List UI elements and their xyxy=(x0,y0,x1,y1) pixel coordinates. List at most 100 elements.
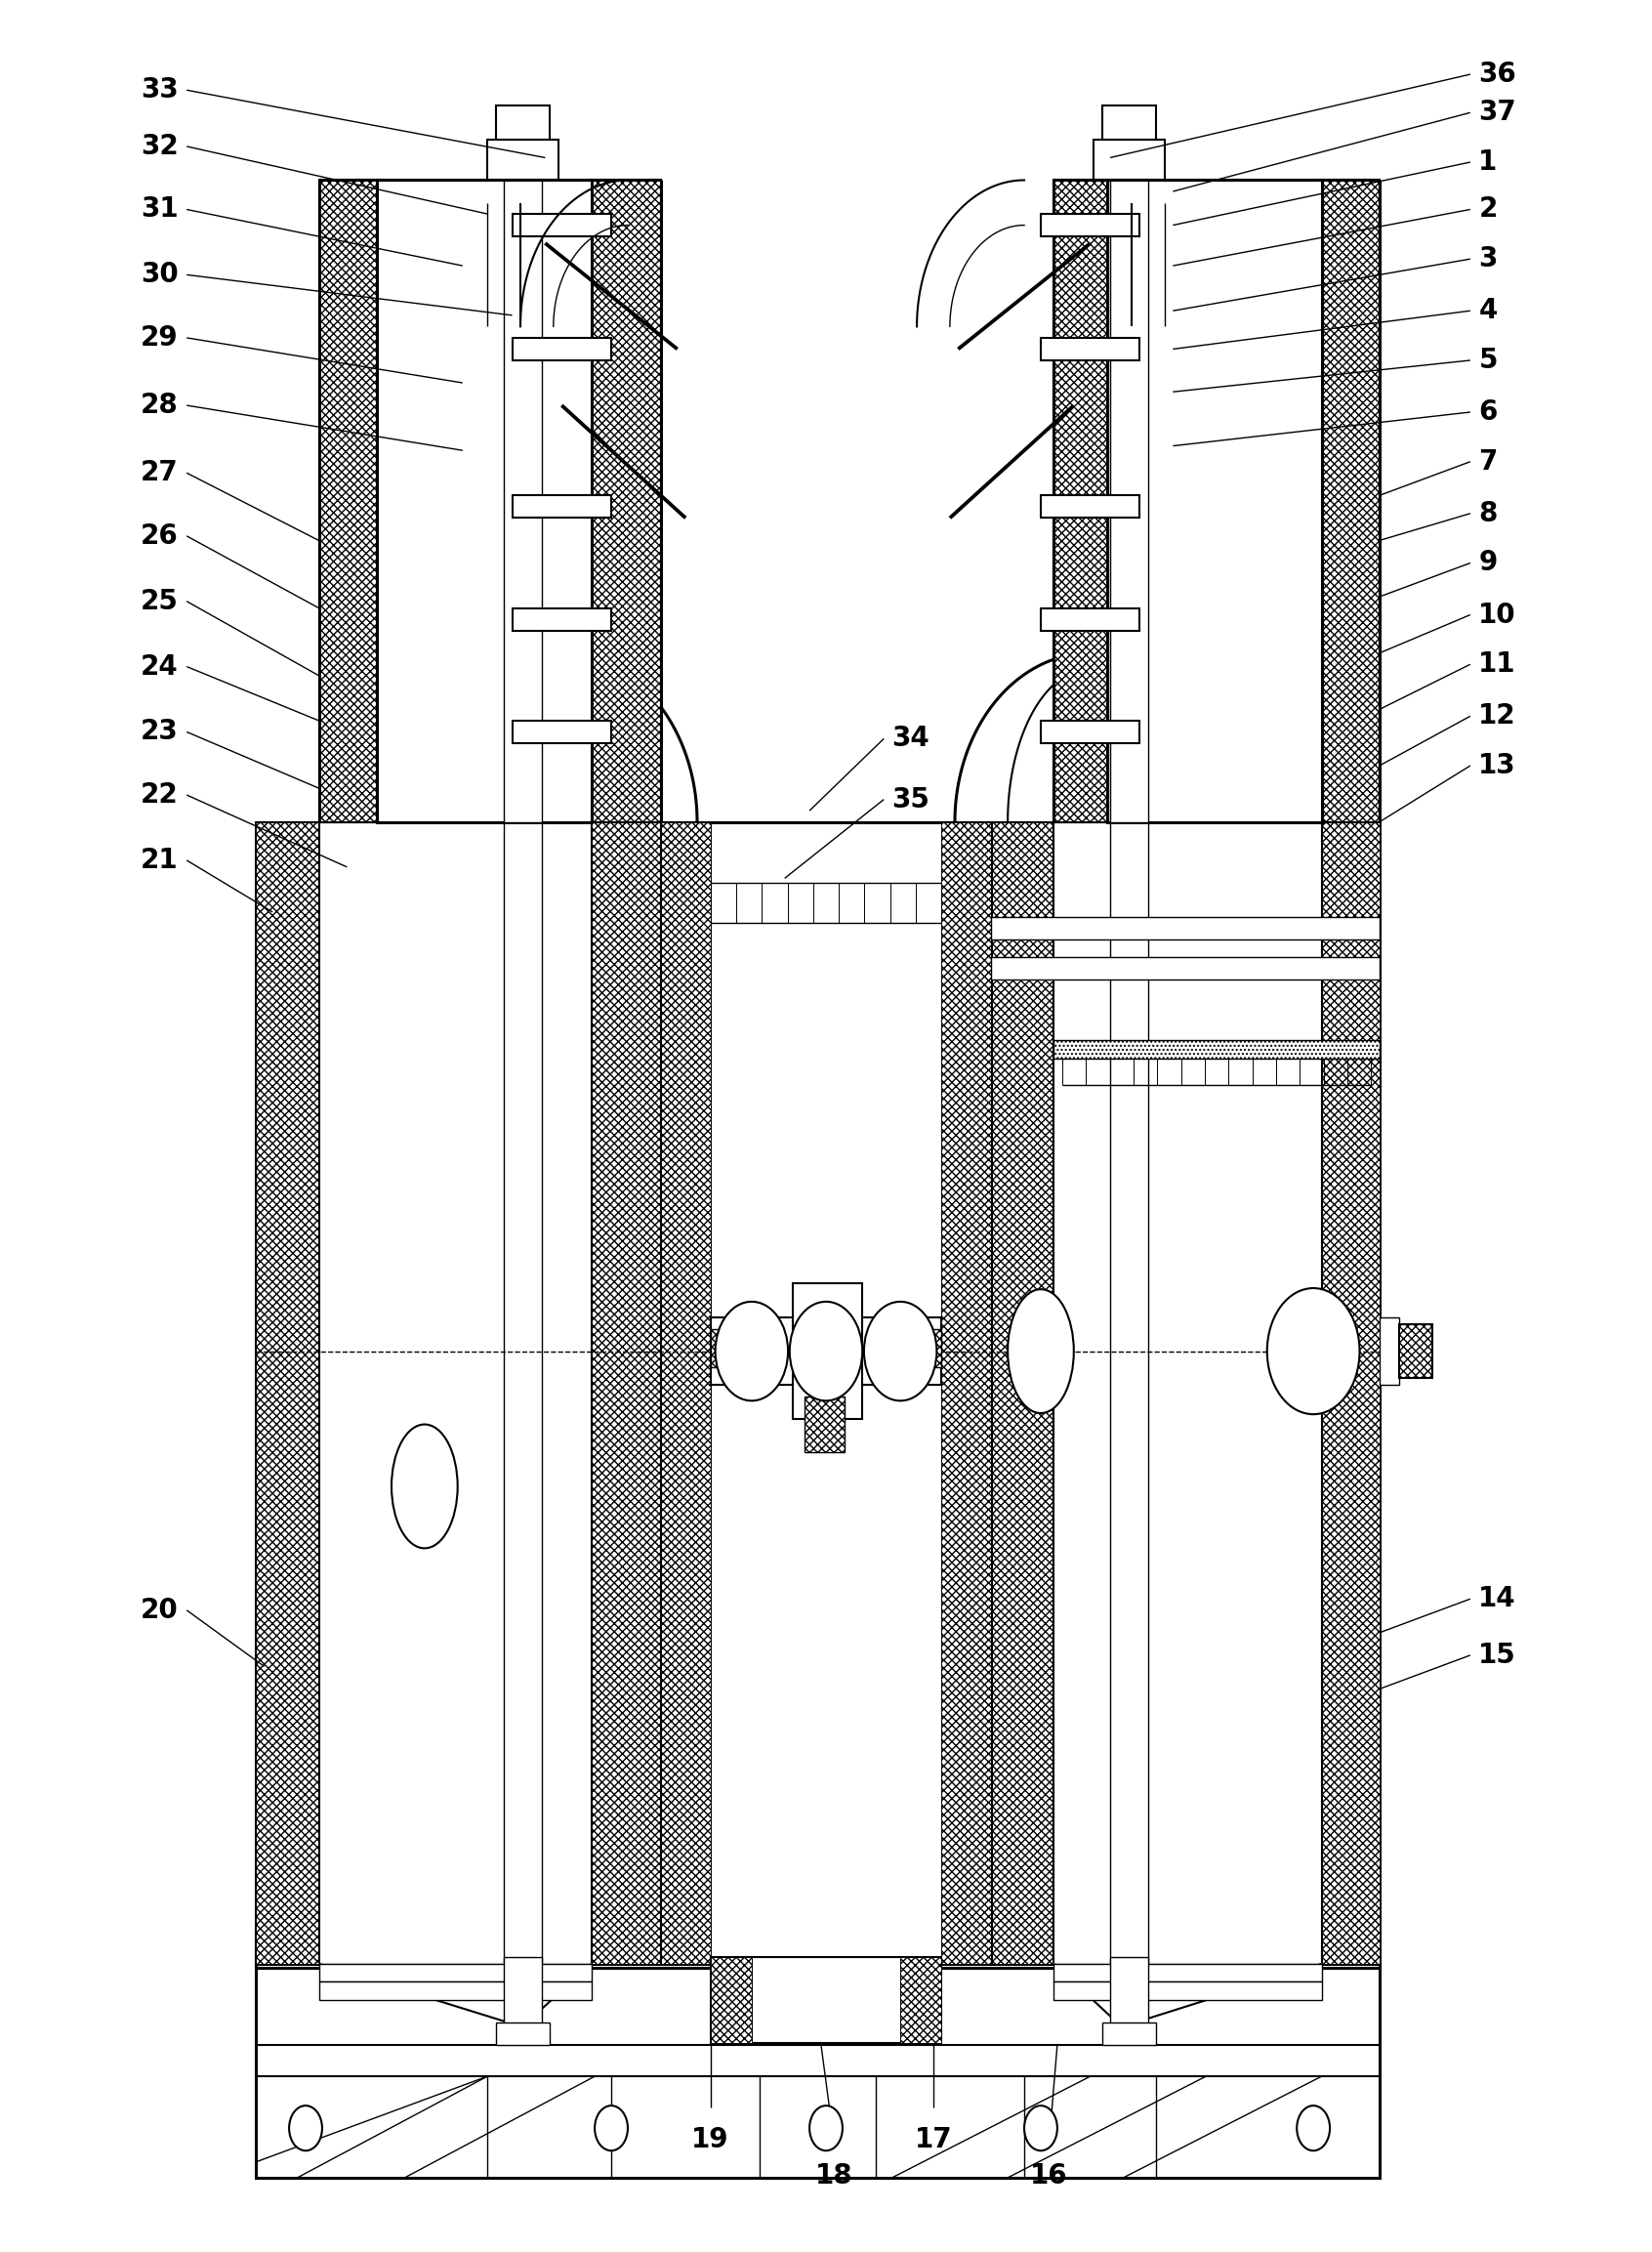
Bar xyxy=(1379,1317,1399,1385)
Bar xyxy=(591,822,661,1964)
Text: 7: 7 xyxy=(1479,448,1497,475)
Polygon shape xyxy=(319,1964,591,2027)
Bar xyxy=(496,2022,550,2045)
Text: 26: 26 xyxy=(140,522,178,549)
Bar xyxy=(591,180,661,822)
Bar xyxy=(512,214,611,236)
Bar xyxy=(1102,106,1156,140)
Text: 10: 10 xyxy=(1479,601,1517,628)
Text: 14: 14 xyxy=(1479,1585,1517,1612)
Bar xyxy=(1094,140,1165,180)
Text: 4: 4 xyxy=(1479,297,1497,324)
Bar xyxy=(1102,2022,1156,2045)
Bar xyxy=(1041,214,1140,236)
Bar xyxy=(991,822,1379,1964)
Bar xyxy=(909,1329,942,1367)
Text: 2: 2 xyxy=(1479,196,1497,223)
Bar xyxy=(377,180,591,822)
Bar xyxy=(256,1928,1379,1968)
Bar xyxy=(319,1982,591,2000)
Text: 32: 32 xyxy=(140,133,178,160)
Bar xyxy=(710,1317,942,1385)
Text: 8: 8 xyxy=(1479,500,1497,527)
Bar xyxy=(900,1957,942,2043)
Text: 35: 35 xyxy=(892,786,930,813)
Circle shape xyxy=(1267,1288,1360,1414)
Text: 18: 18 xyxy=(816,2162,852,2189)
Bar xyxy=(1110,180,1148,822)
Bar xyxy=(256,822,661,1964)
Text: 13: 13 xyxy=(1479,752,1517,779)
Bar xyxy=(1041,338,1140,360)
Circle shape xyxy=(790,1302,862,1401)
Text: 17: 17 xyxy=(915,2126,952,2153)
Bar xyxy=(942,822,991,1964)
Text: 21: 21 xyxy=(140,847,178,874)
Text: 33: 33 xyxy=(140,77,178,104)
Text: 29: 29 xyxy=(140,324,178,351)
Circle shape xyxy=(595,2106,628,2151)
Text: 3: 3 xyxy=(1479,245,1497,272)
Bar xyxy=(504,1957,542,2043)
Bar xyxy=(1110,822,1148,1964)
Bar xyxy=(1041,608,1140,631)
Bar xyxy=(991,917,1379,939)
Text: 34: 34 xyxy=(892,725,930,752)
Bar xyxy=(1041,721,1140,743)
Bar xyxy=(487,140,558,180)
Bar xyxy=(661,822,710,1964)
Bar xyxy=(1054,180,1117,822)
Circle shape xyxy=(809,2106,843,2151)
Bar xyxy=(512,495,611,518)
Text: 5: 5 xyxy=(1479,347,1498,374)
Text: 28: 28 xyxy=(140,392,178,419)
Text: 20: 20 xyxy=(140,1597,178,1624)
Text: 25: 25 xyxy=(140,588,178,615)
Ellipse shape xyxy=(1008,1288,1074,1414)
Text: 9: 9 xyxy=(1479,549,1497,577)
Bar xyxy=(991,822,1054,1964)
Bar xyxy=(991,957,1379,980)
Text: 37: 37 xyxy=(1479,99,1517,126)
Bar xyxy=(805,1396,844,1453)
Text: 31: 31 xyxy=(140,196,178,223)
Text: 27: 27 xyxy=(140,459,178,486)
Text: 30: 30 xyxy=(140,261,178,288)
Bar xyxy=(1317,180,1379,822)
Circle shape xyxy=(289,2106,322,2151)
Bar xyxy=(1041,495,1140,518)
Polygon shape xyxy=(1054,1964,1322,2027)
Bar xyxy=(1399,1324,1432,1378)
Bar xyxy=(1054,1982,1322,2000)
Bar xyxy=(504,180,542,822)
Bar xyxy=(256,1964,1379,2178)
Text: 16: 16 xyxy=(1031,2162,1067,2189)
Circle shape xyxy=(1297,2106,1330,2151)
Text: 19: 19 xyxy=(692,2126,729,2153)
Bar xyxy=(1054,822,1322,1964)
Bar xyxy=(1110,1957,1148,2043)
Bar xyxy=(1054,1040,1379,1058)
Bar xyxy=(319,1964,591,1982)
Circle shape xyxy=(715,1302,788,1401)
Bar xyxy=(319,180,382,822)
Bar xyxy=(809,1333,839,1396)
Text: 6: 6 xyxy=(1479,399,1497,426)
Bar xyxy=(1054,1964,1322,1982)
Bar xyxy=(512,608,611,631)
Circle shape xyxy=(864,1302,937,1401)
Bar xyxy=(661,822,991,1964)
Bar xyxy=(1317,822,1379,1964)
Bar xyxy=(512,721,611,743)
Bar xyxy=(710,1957,942,2043)
Bar xyxy=(710,1329,743,1367)
Bar xyxy=(496,106,550,140)
Bar xyxy=(504,822,542,1964)
Bar xyxy=(512,338,611,360)
Text: 36: 36 xyxy=(1479,61,1517,88)
Text: 22: 22 xyxy=(140,781,178,808)
Bar xyxy=(319,822,591,1964)
Ellipse shape xyxy=(392,1426,458,1549)
Bar xyxy=(793,1284,862,1419)
Bar xyxy=(710,1957,752,2043)
